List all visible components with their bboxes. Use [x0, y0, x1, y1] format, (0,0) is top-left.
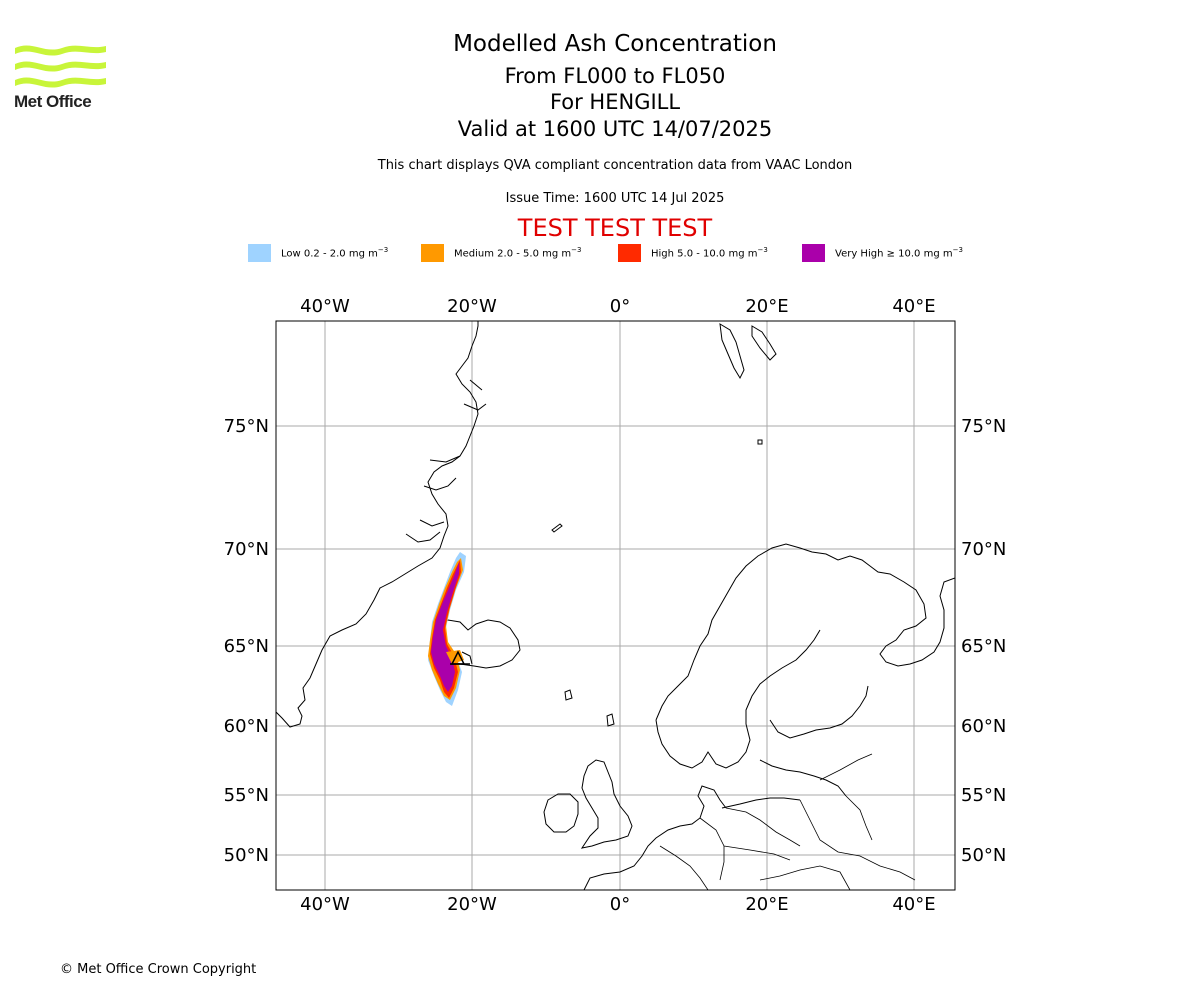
legend-item-low: Low 0.2 - 2.0 mg m−3	[248, 243, 388, 263]
legend-swatch-low	[248, 244, 271, 262]
ash-plume	[428, 552, 466, 706]
map-frame	[275, 320, 956, 891]
lon-tick-top-20w: 20°W	[447, 296, 497, 317]
coastline-ireland	[543, 793, 579, 833]
lat-tick-right-50n: 50°N	[961, 845, 1006, 866]
lat-tick-right-65n: 65°N	[961, 636, 1006, 657]
coastline-faroe	[564, 689, 573, 701]
met-office-logo-text: Met Office	[14, 92, 92, 111]
chart-title: Modelled Ash Concentration	[453, 31, 777, 57]
coastline-shetland	[606, 713, 615, 727]
met-office-logo	[15, 45, 106, 88]
coastlines	[276, 321, 955, 890]
lon-tick-top-0: 0°	[610, 296, 630, 317]
volcano-name: For HENGILL	[549, 90, 681, 114]
lat-tick-left-60n: 60°N	[224, 716, 269, 737]
lon-tick-bottom-40w: 40°W	[300, 894, 350, 915]
lat-tick-left-75n: 75°N	[224, 416, 269, 437]
coastline-greenland-fjords	[405, 379, 487, 543]
lon-tick-bottom-20e: 20°E	[745, 894, 788, 915]
test-banner: TEST TEST TEST	[517, 214, 713, 242]
coastline-europe	[583, 785, 727, 890]
coastline-greenland	[276, 321, 479, 728]
legend-item-very-high: Very High ≥ 10.0 mg m−3	[802, 243, 963, 263]
legend-swatch-very-high	[802, 244, 825, 262]
lon-tick-bottom-20w: 20°W	[447, 894, 497, 915]
lat-tick-right-75n: 75°N	[961, 416, 1006, 437]
legend-swatch-high	[618, 244, 641, 262]
country-borders	[659, 753, 916, 890]
chart-description: This chart displays QVA compliant concen…	[377, 158, 853, 173]
coastline-scandinavia	[655, 543, 955, 721]
lon-tick-top-40e: 40°E	[892, 296, 935, 317]
legend-label-very-high: Very High ≥ 10.0 mg m−3	[835, 246, 963, 260]
valid-time: Valid at 1600 UTC 14/07/2025	[457, 117, 773, 141]
lat-tick-left-55n: 55°N	[224, 785, 269, 806]
coastline-bear-island	[757, 439, 763, 445]
lat-tick-right-70n: 70°N	[961, 539, 1006, 560]
lat-tick-right-55n: 55°N	[961, 785, 1006, 806]
lat-tick-left-65n: 65°N	[224, 636, 269, 657]
lon-tick-bottom-0: 0°	[610, 894, 630, 915]
lon-tick-top-40w: 40°W	[300, 296, 350, 317]
legend-label-medium: Medium 2.0 - 5.0 mg m−3	[454, 246, 582, 260]
lat-tick-left-70n: 70°N	[224, 539, 269, 560]
legend-item-high: High 5.0 - 10.0 mg m−3	[618, 243, 768, 263]
lon-tick-top-20e: 20°E	[745, 296, 788, 317]
lat-tick-right-60n: 60°N	[961, 716, 1006, 737]
coastline-great-britain	[580, 759, 633, 849]
gridlines	[276, 321, 955, 890]
legend-label-high: High 5.0 - 10.0 mg m−3	[651, 246, 768, 260]
lat-tick-left-50n: 50°N	[224, 845, 269, 866]
lon-tick-bottom-40e: 40°E	[892, 894, 935, 915]
coastline-svalbard	[719, 323, 777, 380]
legend-item-medium: Medium 2.0 - 5.0 mg m−3	[421, 243, 581, 263]
coastline-baltic	[721, 685, 869, 809]
issue-time: Issue Time: 1600 UTC 14 Jul 2025	[505, 191, 725, 206]
copyright: © Met Office Crown Copyright	[60, 962, 257, 977]
legend-label-low: Low 0.2 - 2.0 mg m−3	[281, 246, 389, 260]
flight-levels: From FL000 to FL050	[504, 64, 726, 88]
legend-swatch-medium	[421, 244, 444, 262]
coastline-norway-south	[655, 629, 821, 769]
coastline-jan-mayen	[551, 523, 563, 533]
volcano-marker	[450, 650, 473, 665]
